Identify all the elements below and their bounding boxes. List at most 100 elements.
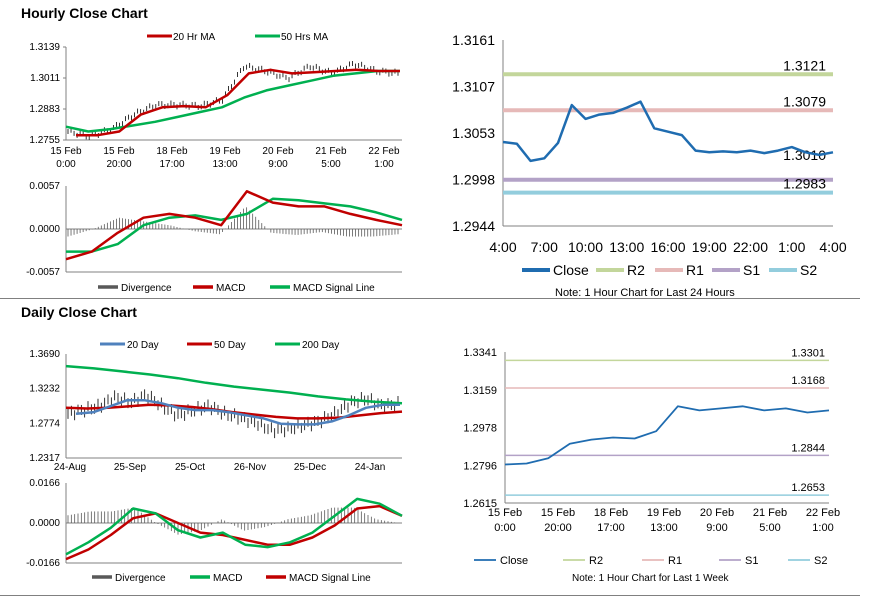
- daily-macd-line: [65, 497, 403, 556]
- daily-x-label: 25-Dec: [294, 462, 326, 473]
- weekly-r1-value-label: 1.3168: [791, 375, 825, 387]
- daily-macd-tick-label: 0.0000: [29, 518, 60, 529]
- hourly-x-label: 9:00: [268, 159, 288, 170]
- h24-legend-label: Close: [553, 262, 589, 278]
- weekly-note: Note: 1 Hour Chart for Last 1 Week: [572, 573, 729, 584]
- h24-y-tick-label: 1.3161: [452, 32, 495, 48]
- h24-r2-value-label: 1.3121: [783, 57, 826, 73]
- h24-x-tick-label: 22:00: [733, 239, 768, 255]
- hourly-50hr-ma-line: [65, 69, 400, 133]
- h24-x-tick-label: 13:00: [609, 239, 644, 255]
- weekly-s2-value-label: 1.2653: [791, 482, 825, 494]
- weekly-x-label: 15 Feb: [488, 507, 522, 519]
- weekly-y-tick-label: 1.3159: [463, 385, 497, 397]
- h24-legend-label: R1: [686, 262, 704, 278]
- daily-200day-line: [65, 364, 403, 405]
- weekly-r2-value-label: 1.3301: [791, 347, 825, 359]
- hourly-x-label: 21 Feb: [315, 146, 347, 157]
- hourly-x-label: 15 Feb: [103, 146, 135, 157]
- weekly-y-tick-label: 1.3341: [463, 347, 497, 359]
- weekly-x-label: 15 Feb: [541, 507, 575, 519]
- daily-macd-legend-label: MACD Signal Line: [289, 573, 371, 584]
- weekly-x-label: 1:00: [812, 522, 833, 534]
- weekly-close-line: [504, 405, 830, 466]
- h24-y-tick-label: 1.3053: [452, 125, 495, 141]
- h24-y-tick-label: 1.2944: [452, 218, 495, 234]
- daily-macd-legend-label: MACD: [213, 573, 242, 584]
- hourly-price-tick-label: 1.2755: [29, 135, 60, 146]
- hourly-x-label: 13:00: [212, 159, 237, 170]
- hourly-legend-label: 20 Hr MA: [173, 32, 216, 43]
- hourly-x-label: 20:00: [106, 159, 131, 170]
- bottom-divider: [0, 595, 860, 596]
- daily-x-label: 24-Aug: [54, 462, 86, 473]
- h24-close-line: [502, 100, 834, 163]
- h24-y-tick-label: 1.3107: [452, 79, 495, 95]
- hourly-price-tick-label: 1.3139: [29, 42, 60, 53]
- h24-x-tick-label: 4:00: [489, 239, 516, 255]
- h24-x-tick-label: 4:00: [819, 239, 846, 255]
- daily-legend-label: 20 Day: [127, 340, 159, 351]
- weekly-x-label: 18 Feb: [594, 507, 628, 519]
- hourly-x-label: 15 Feb: [50, 146, 82, 157]
- hourly-x-label: 22 Feb: [368, 146, 400, 157]
- h24-x-tick-label: 1:00: [778, 239, 805, 255]
- weekly-legend-label: S2: [814, 555, 827, 567]
- daily-macd-tick-label: 0.0166: [29, 478, 60, 489]
- h24-y-tick-label: 1.2998: [452, 172, 495, 188]
- hourly-macd-legend-label: MACD: [216, 283, 245, 294]
- weekly-x-label: 5:00: [759, 522, 780, 534]
- daily-x-label: 25-Sep: [114, 462, 147, 473]
- hourly-macd-tick-label: -0.0057: [26, 267, 60, 278]
- daily-x-label: 25-Oct: [175, 462, 205, 473]
- daily-legend-label: 50 Day: [214, 340, 246, 351]
- hourly-20hr-ma-line: [76, 68, 400, 137]
- weekly-x-label: 20 Feb: [700, 507, 734, 519]
- hourly-x-label: 18 Feb: [156, 146, 188, 157]
- daily-price-tick-label: 1.3232: [29, 384, 60, 395]
- hourly-chart-title: Hourly Close Chart: [21, 5, 148, 21]
- hourly-price-tick-label: 1.3011: [30, 73, 60, 84]
- daily-macd-tick-label: -0.0166: [26, 558, 60, 569]
- weekly-x-label: 21 Feb: [753, 507, 787, 519]
- weekly-x-label: 17:00: [597, 522, 625, 534]
- weekly-y-tick-label: 1.2978: [463, 423, 497, 435]
- weekly-x-label: 13:00: [650, 522, 678, 534]
- daily-x-label: 26-Nov: [234, 462, 266, 473]
- daily-x-label: 24-Jan: [355, 462, 386, 473]
- hourly-macd-legend-label: Divergence: [121, 283, 172, 294]
- hourly-legend-label: 50 Hrs MA: [281, 32, 329, 43]
- hourly24-note: Note: 1 Hour Chart for Last 24 Hours: [555, 287, 735, 299]
- hourly-price-tick-label: 1.2883: [29, 104, 60, 115]
- hourly-macd-tick-label: 0.0057: [29, 181, 60, 192]
- weekly-y-tick-label: 1.2615: [463, 498, 497, 510]
- h24-x-tick-label: 16:00: [650, 239, 685, 255]
- h24-x-tick-label: 19:00: [692, 239, 727, 255]
- h24-legend-label: S1: [743, 262, 760, 278]
- h24-x-tick-label: 7:00: [531, 239, 558, 255]
- weekly-y-tick-label: 1.2796: [463, 460, 497, 472]
- daily-50day-line: [65, 403, 403, 420]
- h24-last-value-label: 1.3010: [783, 147, 826, 163]
- weekly-x-label: 0:00: [494, 522, 515, 534]
- h24-r1-value-label: 1.3079: [783, 93, 826, 109]
- weekly-legend-label: S1: [745, 555, 758, 567]
- daily-chart-title: Daily Close Chart: [21, 304, 137, 320]
- daily-macd-legend-label: Divergence: [115, 573, 166, 584]
- hourly-x-label: 0:00: [56, 159, 76, 170]
- section-divider: [0, 298, 860, 299]
- weekly-legend-label: R1: [668, 555, 682, 567]
- hourly-macd-line: [65, 190, 403, 261]
- hourly-x-label: 5:00: [321, 159, 341, 170]
- h24-x-tick-label: 10:00: [568, 239, 603, 255]
- hourly-x-label: 19 Feb: [209, 146, 241, 157]
- weekly-x-label: 20:00: [544, 522, 572, 534]
- weekly-legend-label: R2: [589, 555, 603, 567]
- daily-20day-line: [75, 398, 400, 426]
- daily-macd-signal-line: [65, 504, 403, 561]
- hourly-x-label: 20 Feb: [262, 146, 294, 157]
- weekly-x-label: 9:00: [706, 522, 727, 534]
- hourly-macd-legend-label: MACD Signal Line: [293, 283, 375, 294]
- daily-price-tick-label: 1.2317: [29, 453, 60, 464]
- hourly-macd-tick-label: 0.0000: [29, 224, 60, 235]
